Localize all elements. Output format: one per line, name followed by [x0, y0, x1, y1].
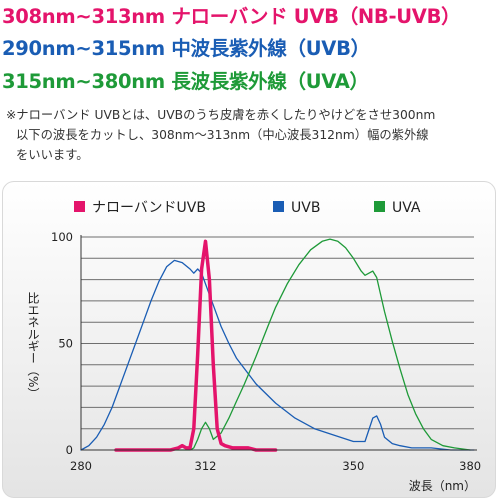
y-axis-label: 比エネルギー（%） — [26, 292, 40, 400]
note-line-2: 以下の波長をカットし、308nm～313nm（中心波長312nm）幅の紫外線 — [16, 128, 429, 142]
note-line-1: ※ナローバンド UVBとは、UVBのうち皮膚を赤くしたりやけどをさせ300nm — [6, 108, 436, 122]
headline-uvb: 290nm~315nm 中波長紫外線（UVB） — [2, 37, 370, 60]
series-line-nb-uvb — [114, 239, 278, 452]
legend-label: ナローバンドUVB — [92, 200, 206, 216]
x-tick-label: 280 — [70, 459, 92, 473]
legend-swatch — [273, 201, 284, 212]
headline-uva: 315nm~380nm 長波長紫外線（UVA） — [2, 70, 369, 93]
y-tick-label: 50 — [58, 337, 73, 351]
y-tick-label: 0 — [66, 443, 73, 457]
series-line-uvb — [80, 259, 475, 451]
legend-swatch — [74, 201, 85, 212]
series-line-uva — [158, 238, 471, 451]
x-axis-label: 波長（nm） — [409, 479, 476, 493]
note-line-3: をいいます。 — [16, 148, 89, 162]
spectrum-chart: 0 50 100 280 312 350 380 波長（nm） 比エネルギー（%） ナローバンド… — [26, 200, 481, 493]
chart-panel: 0 50 100 280 312 350 380 波長（nm） 比エネルギー（%） ナローバンド… — [2, 181, 496, 498]
x-tick-label: 312 — [195, 459, 217, 473]
x-tick-label: 380 — [459, 459, 481, 473]
legend-label: UVA — [392, 200, 421, 216]
x-tick-label: 350 — [342, 459, 364, 473]
legend-label: UVB — [291, 200, 320, 216]
legend-swatch — [374, 201, 385, 212]
y-tick-label: 100 — [51, 230, 73, 244]
headline-nb-uvb: 308nm~313nm ナローバンド UVB（NB-UVB） — [2, 5, 461, 28]
